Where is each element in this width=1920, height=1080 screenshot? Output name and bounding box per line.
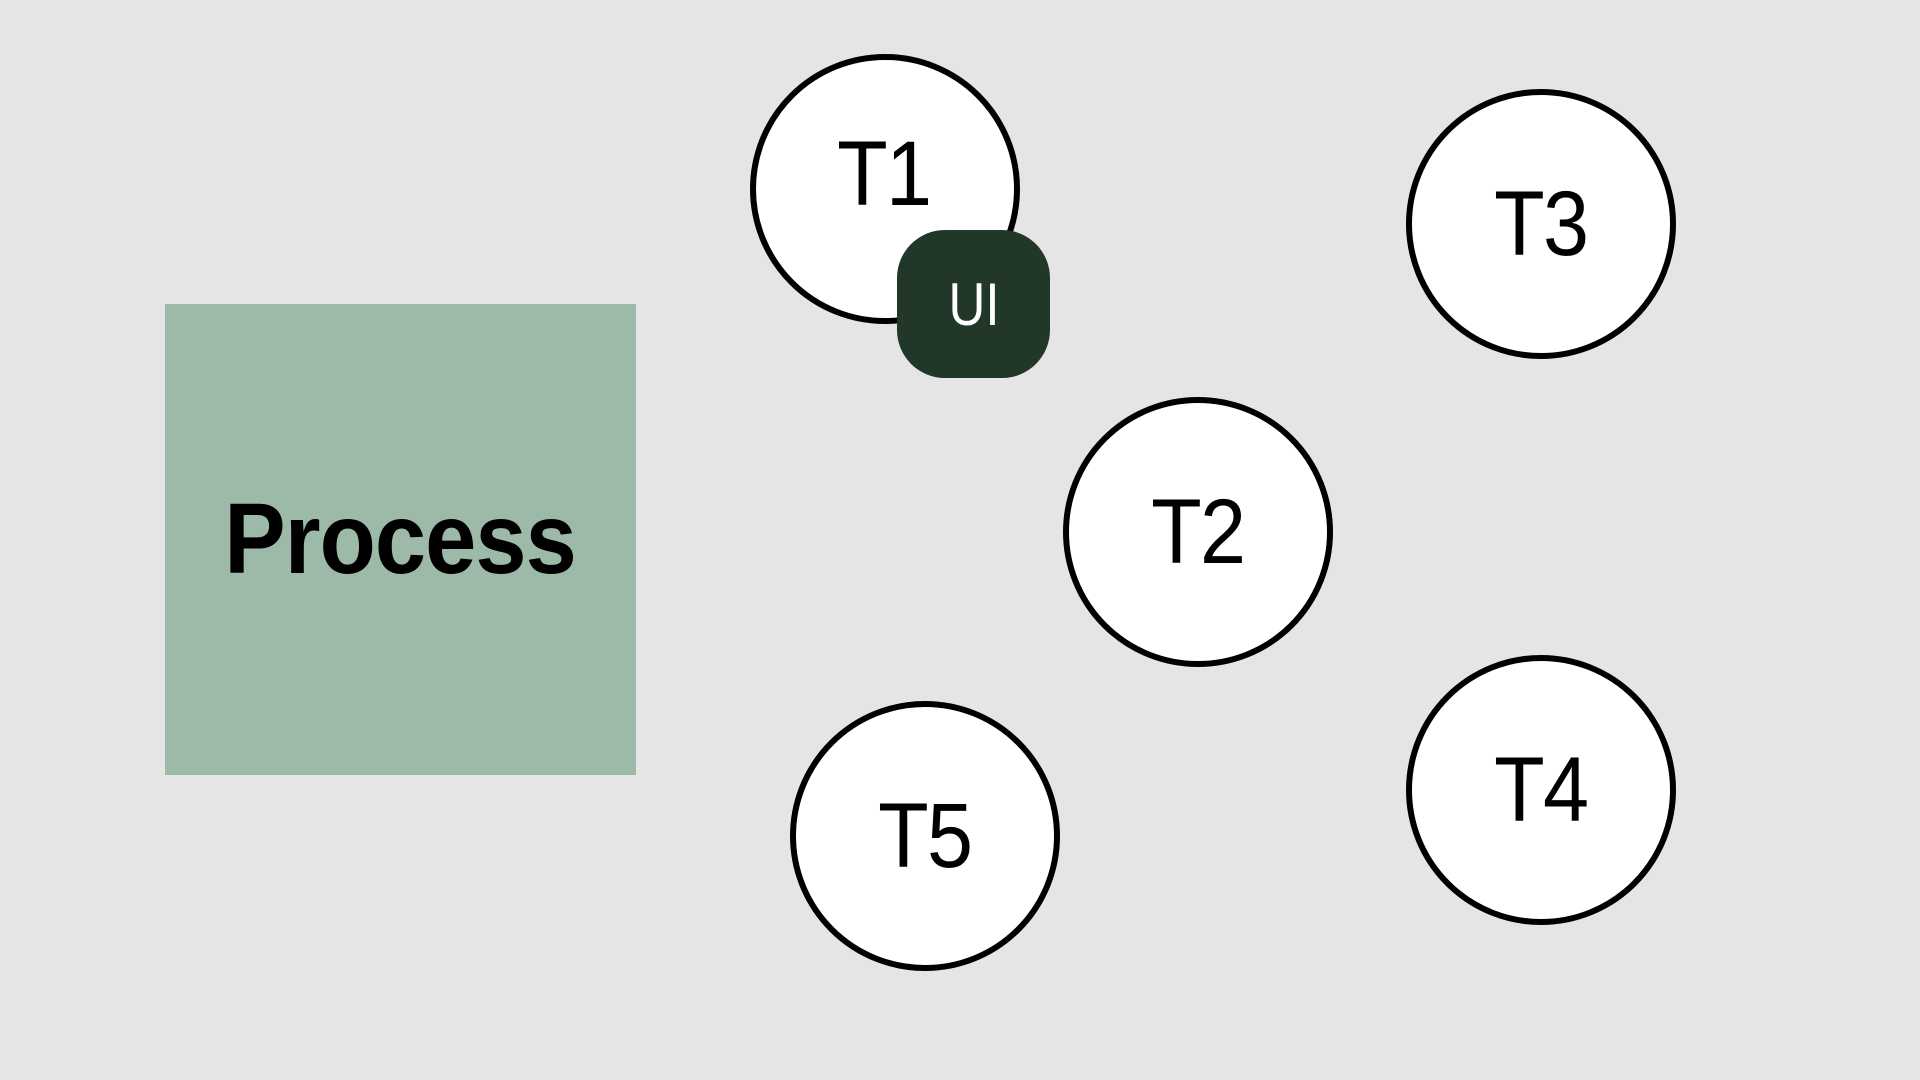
thread-label-t2: T2 [1151, 480, 1246, 583]
thread-label-t4: T4 [1494, 738, 1589, 841]
thread-label-t3: T3 [1494, 172, 1589, 275]
process-box: Process [165, 304, 636, 775]
thread-node-t2: T2 [1063, 397, 1333, 667]
process-label: Process [224, 483, 578, 595]
thread-label-t5: T5 [878, 784, 973, 887]
ui-badge-label: UI [948, 270, 999, 338]
thread-node-t4: T4 [1406, 655, 1676, 925]
thread-node-t5: T5 [790, 701, 1060, 971]
thread-node-t3: T3 [1406, 89, 1676, 359]
thread-label-t1: T1 [836, 122, 932, 225]
thread-node-t1: T1 [750, 54, 1020, 324]
ui-badge: UI [897, 230, 1050, 378]
